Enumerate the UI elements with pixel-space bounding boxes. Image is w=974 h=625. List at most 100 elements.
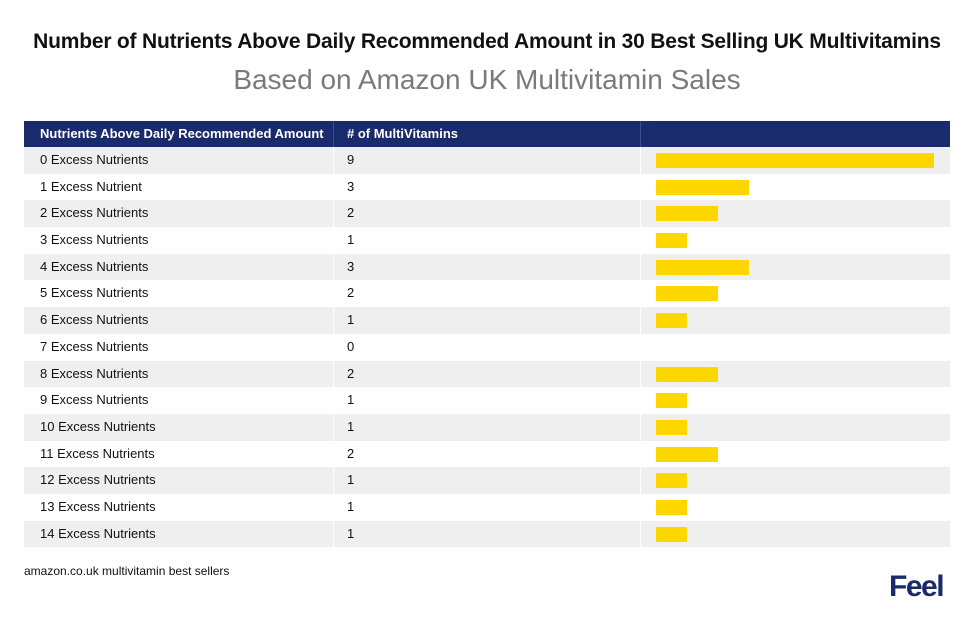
column-divider <box>333 280 334 308</box>
bar <box>656 179 749 195</box>
bar <box>656 286 718 302</box>
source-footnote: amazon.co.uk multivitamin best sellers <box>24 564 230 578</box>
column-divider <box>640 307 641 334</box>
column-divider <box>640 333 641 361</box>
row-label: 9 Excess Nutrients <box>40 392 149 408</box>
chart-subtitle: Based on Amazon UK Multivitamin Sales <box>233 64 741 95</box>
row-value: 2 <box>347 365 355 381</box>
table-row: 6 Excess Nutrients 1 <box>24 307 950 334</box>
column-divider <box>640 387 641 414</box>
column-divider <box>640 121 641 147</box>
bar <box>656 393 687 409</box>
row-value: 1 <box>347 312 355 328</box>
table-row: 7 Excess Nutrients 0 <box>24 333 950 361</box>
bar <box>656 473 687 489</box>
row-label: 3 Excess Nutrients <box>40 232 149 248</box>
row-label: 6 Excess Nutrients <box>40 312 149 328</box>
table-row: 9 Excess Nutrients 1 <box>24 387 950 414</box>
row-value: 3 <box>347 258 355 274</box>
table-row: 1 Excess Nutrient 3 <box>24 173 950 201</box>
bar <box>656 259 749 275</box>
row-label: 14 Excess Nutrients <box>40 525 156 541</box>
column-divider <box>640 493 641 521</box>
row-label: 4 Excess Nutrients <box>40 258 149 274</box>
row-value: 2 <box>347 445 355 461</box>
feel-logo: Feel <box>889 570 945 603</box>
column-divider <box>333 387 334 414</box>
row-label: 11 Excess Nutrients <box>40 445 155 461</box>
bar <box>656 526 687 542</box>
column-divider <box>333 121 334 147</box>
column-divider <box>640 467 641 494</box>
row-label: 10 Excess Nutrients <box>40 418 156 434</box>
bar <box>656 419 687 435</box>
row-value: 1 <box>347 472 355 488</box>
row-value: 1 <box>347 498 355 514</box>
bar <box>656 233 687 249</box>
row-value: 1 <box>347 392 355 408</box>
table-row: 11 Excess Nutrients 2 <box>24 440 950 468</box>
column-divider <box>640 440 641 468</box>
bar <box>656 499 687 515</box>
bar <box>656 366 718 382</box>
bar <box>656 153 934 168</box>
row-value: 3 <box>347 178 355 194</box>
row-label: 5 Excess Nutrients <box>40 285 149 301</box>
row-label: 2 Excess Nutrients <box>40 205 149 221</box>
column-divider <box>333 493 334 521</box>
row-value: 2 <box>347 285 355 301</box>
table-row: 5 Excess Nutrients 2 <box>24 280 950 308</box>
row-value: 2 <box>347 205 355 221</box>
table-body: 0 Excess Nutrients 9 1 Excess Nutrient 3 2 E… <box>24 147 950 548</box>
column-header-nutrients: Nutrients Above Daily Recommended Amount <box>40 126 324 141</box>
column-divider <box>640 413 641 441</box>
table-row: 14 Excess Nutrients 1 <box>24 520 950 548</box>
table-header: Nutrients Above Daily Recommended Amount… <box>24 121 950 147</box>
table-row: 4 Excess Nutrients 3 <box>24 253 950 281</box>
column-divider <box>333 440 334 468</box>
row-label: 8 Excess Nutrients <box>40 365 149 381</box>
column-header-count: # of MultiVitamins <box>347 126 458 141</box>
row-label: 1 Excess Nutrient <box>40 178 142 194</box>
row-value: 1 <box>347 525 355 541</box>
row-value: 9 <box>347 152 355 167</box>
data-table: Nutrients Above Daily Recommended Amount… <box>24 121 950 548</box>
column-divider <box>333 227 334 254</box>
column-divider <box>333 307 334 334</box>
row-label: 12 Excess Nutrients <box>40 472 156 488</box>
table-row: 13 Excess Nutrients 1 <box>24 493 950 521</box>
column-divider <box>333 360 334 388</box>
row-value: 1 <box>347 232 355 248</box>
column-divider <box>640 520 641 548</box>
column-divider <box>640 253 641 281</box>
column-divider <box>333 413 334 441</box>
table-row: 12 Excess Nutrients 1 <box>24 467 950 494</box>
chart-title: Number of Nutrients Above Daily Recommen… <box>33 30 941 53</box>
bar <box>656 206 718 222</box>
column-divider <box>333 173 334 201</box>
table-row: 2 Excess Nutrients 2 <box>24 200 950 228</box>
column-divider <box>640 280 641 308</box>
bar <box>656 313 687 329</box>
table-row: 8 Excess Nutrients 2 <box>24 360 950 388</box>
bar <box>656 446 718 462</box>
column-divider <box>333 147 334 174</box>
column-divider <box>333 200 334 228</box>
row-label: 7 Excess Nutrients <box>40 338 149 354</box>
row-label: 0 Excess Nutrients <box>40 152 149 167</box>
row-label: 13 Excess Nutrients <box>40 498 156 514</box>
table-row: 0 Excess Nutrients 9 <box>24 147 950 174</box>
row-value: 1 <box>347 418 355 434</box>
column-divider <box>640 227 641 254</box>
column-divider <box>333 467 334 494</box>
column-divider <box>640 147 641 174</box>
row-value: 0 <box>347 338 355 354</box>
column-divider <box>333 253 334 281</box>
table-row: 10 Excess Nutrients 1 <box>24 413 950 441</box>
column-divider <box>640 173 641 201</box>
column-divider <box>333 520 334 548</box>
column-divider <box>640 360 641 388</box>
column-divider <box>333 333 334 361</box>
column-divider <box>640 200 641 228</box>
table-row: 3 Excess Nutrients 1 <box>24 227 950 254</box>
